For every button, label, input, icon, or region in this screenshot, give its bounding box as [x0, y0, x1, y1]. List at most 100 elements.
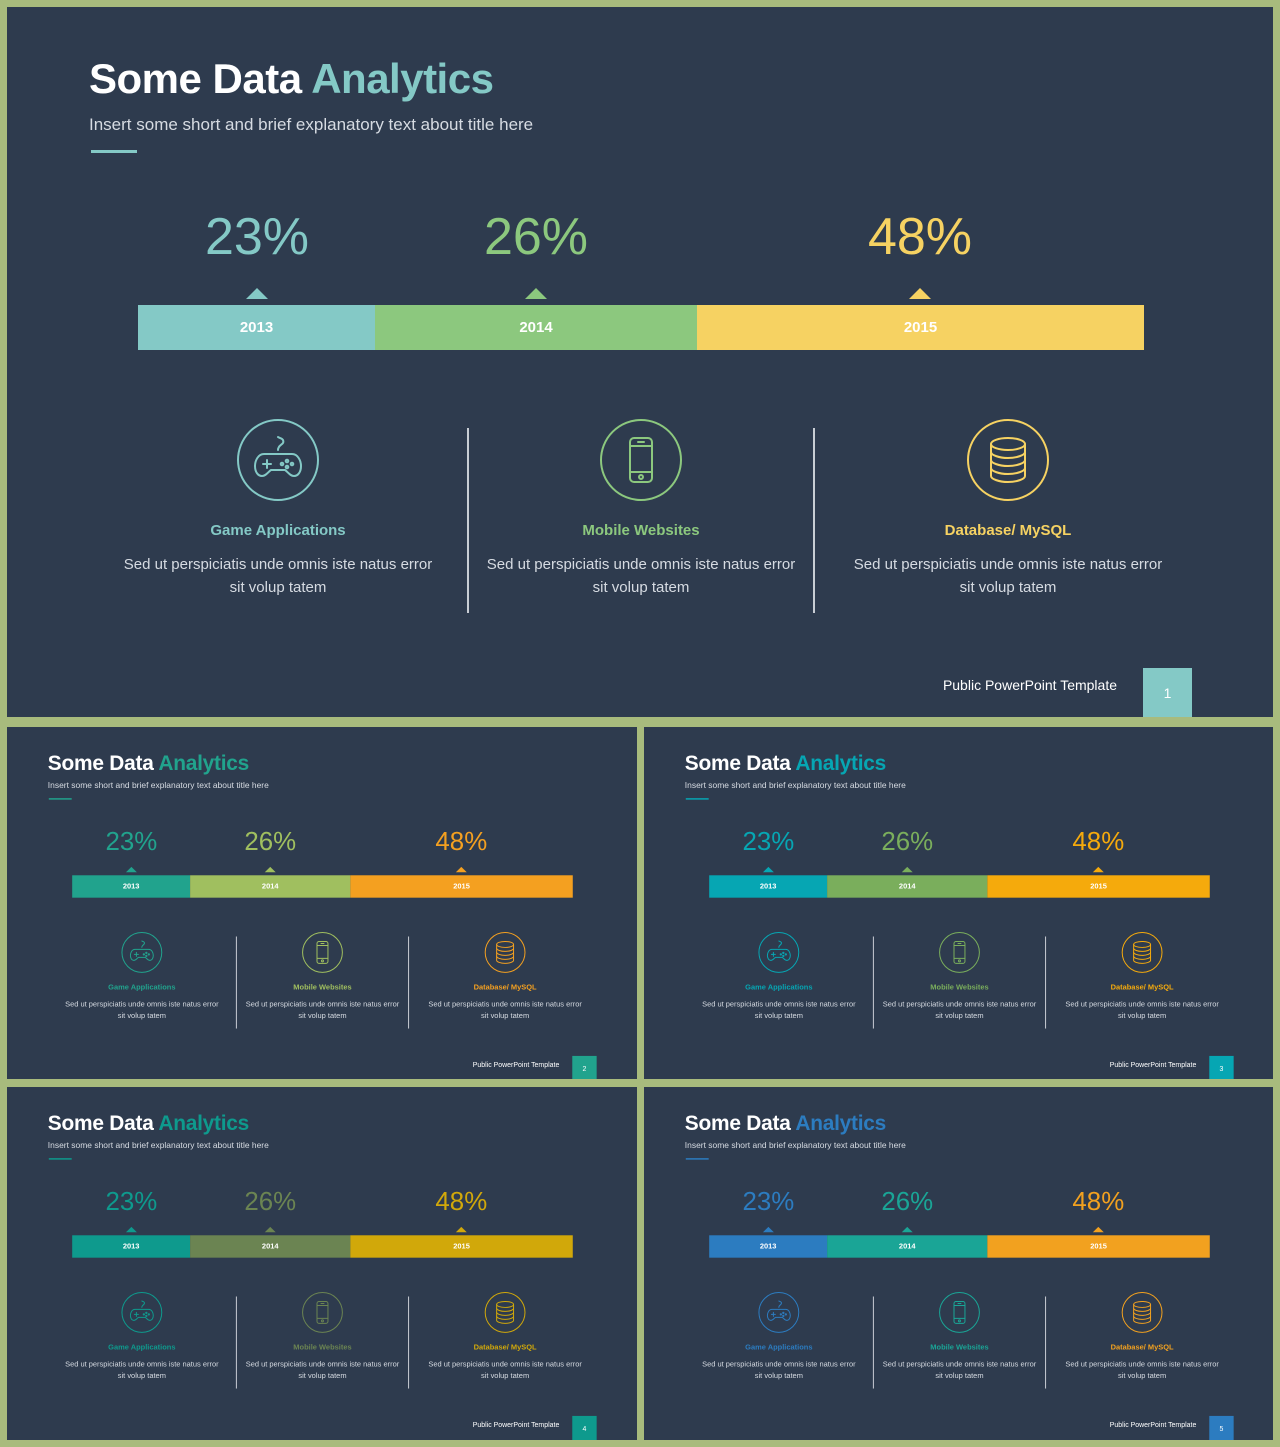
- timeline-segment-2015: 2015: [987, 1235, 1210, 1258]
- percent-2015: 48%: [435, 1187, 488, 1216]
- column-desc-game: Sed ut perspiciatis unde omnis iste natu…: [65, 1000, 219, 1021]
- percent-2013: 23%: [105, 827, 158, 856]
- smartphone-icon: [939, 1292, 980, 1333]
- column-title-mobile: Mobile Websites: [582, 522, 700, 539]
- column-divider: [1045, 1296, 1047, 1389]
- column-title-mobile: Mobile Websites: [293, 983, 352, 992]
- year-label: 2015: [1090, 1242, 1107, 1251]
- gamepad-icon: [237, 419, 319, 501]
- year-label: 2014: [261, 882, 279, 891]
- timeline-segment-2013: 2013: [72, 1235, 191, 1258]
- slide-thumbnail-2[interactable]: Some Data Analytics Insert some short an…: [7, 727, 637, 1079]
- slide-title: Some Data Analytics: [48, 750, 250, 775]
- page-number-label: 4: [582, 1424, 587, 1433]
- timeline-segment-2014: 2014: [190, 1235, 351, 1258]
- page-number: 2: [572, 1055, 597, 1079]
- column-title-game: Game Applications: [745, 1343, 813, 1352]
- title-accent: Analytics: [311, 55, 494, 102]
- page-number-label: 1: [1163, 684, 1172, 701]
- page-number: 3: [1209, 1055, 1234, 1079]
- gamepad-icon: [758, 1292, 800, 1333]
- slide-thumbnail-4[interactable]: Some Data Analytics Insert some short an…: [7, 1087, 637, 1440]
- slide-subtitle: Insert some short and brief explanatory …: [684, 1140, 906, 1151]
- year-label: 2015: [453, 1242, 470, 1251]
- column-desc-mobile: Sed ut perspiciatis unde omnis iste natu…: [882, 1360, 1037, 1381]
- column-desc-game: Sed ut perspiciatis unde omnis iste natu…: [123, 556, 433, 596]
- title-underline: [685, 1158, 709, 1160]
- year-label: 2015: [1090, 882, 1107, 891]
- slide-subtitle: Insert some short and brief explanatory …: [89, 115, 534, 134]
- column-title-mobile: Mobile Websites: [930, 1343, 989, 1352]
- year-label: 2013: [759, 882, 777, 891]
- column-title-database: Database/ MySQL: [1110, 1343, 1174, 1352]
- slide-content: Some Data Analytics Insert some short an…: [7, 1087, 637, 1440]
- footer-text: Public PowerPoint Template: [1109, 1420, 1197, 1429]
- column-desc-mobile: Sed ut perspiciatis unde omnis iste natu…: [245, 1360, 400, 1381]
- percent-2014: 26%: [881, 1187, 934, 1216]
- column-title-mobile: Mobile Websites: [930, 983, 989, 992]
- column-title-game: Game Applications: [210, 522, 346, 539]
- pointer-2014: [264, 1226, 276, 1233]
- column-title-database: Database/ MySQL: [1110, 983, 1174, 992]
- percent-2013: 23%: [742, 1187, 795, 1216]
- title-lead: Some Data: [684, 750, 791, 775]
- year-label: 2013: [759, 1242, 777, 1251]
- gamepad-icon: [121, 1292, 163, 1333]
- footer-text: Public PowerPoint Template: [942, 677, 1117, 693]
- slide-content: Some Data Analytics Insert some short an…: [7, 727, 637, 1079]
- title-accent: Analytics: [158, 750, 250, 775]
- title-underline: [91, 150, 137, 153]
- slide-subtitle: Insert some short and brief explanatory …: [684, 780, 906, 791]
- column-divider: [235, 936, 237, 1029]
- timeline-segment-2014: 2014: [827, 875, 988, 898]
- column-desc-game: Sed ut perspiciatis unde omnis iste natu…: [702, 1360, 856, 1381]
- smartphone-icon: [600, 419, 682, 501]
- slide-thumbnail-5[interactable]: Some Data Analytics Insert some short an…: [644, 1087, 1273, 1440]
- column-desc-mobile: Sed ut perspiciatis unde omnis iste natu…: [486, 556, 796, 596]
- database-icon: [967, 419, 1049, 501]
- smartphone-icon: [939, 932, 980, 973]
- column-desc-game: Sed ut perspiciatis unde omnis iste natu…: [702, 1000, 856, 1021]
- database-icon: [1121, 1292, 1163, 1333]
- timeline-segment-2013: 2013: [709, 1235, 828, 1258]
- slide-thumbnail-1[interactable]: Some Data Analytics Insert some short an…: [7, 7, 1273, 717]
- column-divider: [408, 936, 410, 1029]
- database-icon: [484, 932, 526, 973]
- timeline-segment-2015: 2015: [350, 875, 573, 898]
- year-label: 2013: [239, 319, 274, 336]
- timeline-segment-2014: 2014: [827, 1235, 988, 1258]
- title-underline: [48, 798, 72, 800]
- slide-title: Some Data Analytics: [684, 1110, 887, 1135]
- percent-2014: 26%: [244, 1187, 297, 1216]
- slide-title: Some Data Analytics: [48, 1110, 250, 1135]
- column-divider: [467, 428, 469, 613]
- slide-content: Some Data Analytics Insert some short an…: [7, 7, 1273, 717]
- slide-thumbnail-3[interactable]: Some Data Analytics Insert some short an…: [644, 727, 1273, 1079]
- percent-2014: 26%: [483, 208, 589, 266]
- pointer-2015: [1092, 1226, 1104, 1233]
- percent-2015: 48%: [435, 827, 488, 856]
- page-number-label: 2: [582, 1064, 587, 1073]
- pointer-2015: [455, 1226, 467, 1233]
- column-divider: [1045, 936, 1047, 1029]
- column-desc-database: Sed ut perspiciatis unde omnis iste natu…: [428, 1360, 582, 1381]
- slide-title: Some Data Analytics: [684, 750, 887, 775]
- pointer-2015: [455, 866, 467, 873]
- column-title-game: Game Applications: [108, 1343, 176, 1352]
- pointer-2014: [525, 288, 547, 299]
- pointer-2013: [762, 1226, 774, 1233]
- slide-title: Some Data Analytics: [89, 55, 494, 103]
- title-accent: Analytics: [158, 1110, 250, 1135]
- title-underline: [48, 1158, 72, 1160]
- percent-2015: 48%: [1072, 1187, 1125, 1216]
- timeline-segment-2013: 2013: [72, 875, 191, 898]
- timeline-segment-2015: 2015: [350, 1235, 573, 1258]
- smartphone-icon: [302, 1292, 343, 1333]
- title-lead: Some Data: [684, 1110, 791, 1135]
- column-divider: [235, 1296, 237, 1389]
- column-title-database: Database/ MySQL: [473, 1343, 537, 1352]
- timeline-segment-2014: 2014: [190, 875, 351, 898]
- column-desc-mobile: Sed ut perspiciatis unde omnis iste natu…: [245, 1000, 400, 1021]
- percent-2013: 23%: [742, 827, 795, 856]
- pointer-2013: [125, 1226, 137, 1233]
